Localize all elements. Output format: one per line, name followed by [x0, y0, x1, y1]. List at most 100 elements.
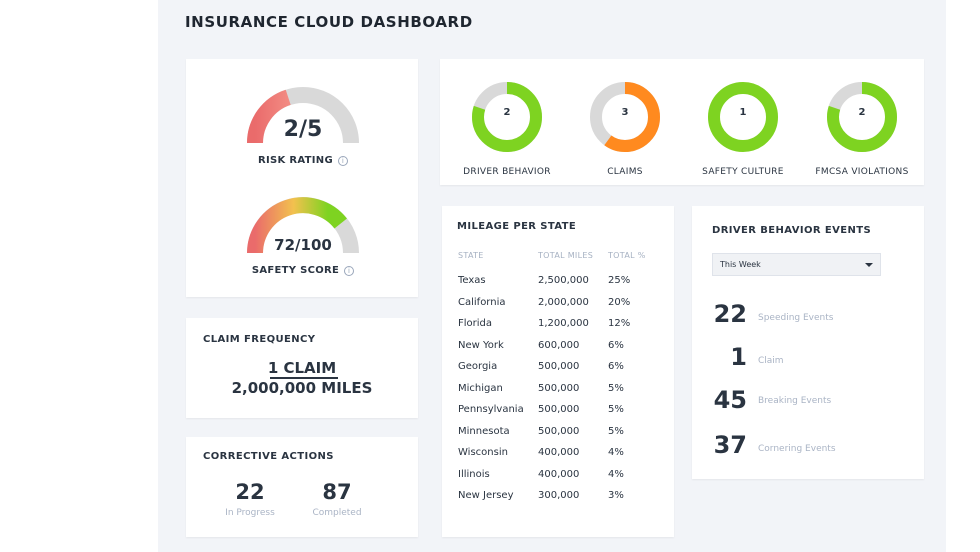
risk-rating-label-row: RISK RATING i	[238, 155, 368, 166]
miles-cell: 500,000	[538, 361, 580, 373]
state-cell: California	[458, 296, 506, 308]
miles-cell: 2,000,000	[538, 296, 589, 308]
state-cell: Illinois	[458, 468, 490, 480]
donut-chart	[472, 82, 542, 152]
period-select-value: This Week	[720, 260, 761, 269]
table-row: Georgia 500,000 6%	[458, 356, 658, 378]
miles-cell: 1,200,000	[538, 318, 589, 330]
donut-chart	[827, 82, 897, 152]
driver-behavior-events-card: DRIVER BEHAVIOR EVENTS This Week 22 Spee…	[692, 206, 924, 479]
in-progress-label: In Progress	[225, 508, 275, 518]
risk-rating-label: RISK RATING	[258, 155, 333, 166]
chevron-down-icon	[865, 263, 873, 267]
mileage-table: STATE TOTAL MILES TOTAL % Texas 2,500,000…	[458, 251, 658, 507]
donut-value: 2	[503, 107, 511, 118]
fraction-divider	[270, 377, 338, 379]
speeding-events-label: Speeding Events	[758, 313, 834, 323]
percent-cell: 5%	[608, 425, 624, 437]
state-cell: Minnesota	[458, 425, 510, 437]
percent-cell: 3%	[608, 490, 624, 502]
percent-cell: 20%	[608, 296, 631, 308]
state-cell: New Jersey	[458, 490, 514, 502]
safety-gauge-arc	[247, 197, 359, 254]
miles-cell: 500,000	[538, 382, 580, 394]
risk-gauge-arc	[246, 87, 359, 144]
driver-behavior-donut[interactable]: 2 DRIVER BEHAVIOR	[452, 81, 562, 177]
table-header-row: STATE TOTAL MILES TOTAL %	[458, 251, 658, 270]
state-cell: Texas	[458, 275, 486, 287]
table-row: Florida 1,200,000 12%	[458, 313, 658, 335]
corrective-actions-title: CORRECTIVE ACTIONS	[203, 451, 334, 462]
safety-score-label-row: SAFETY SCORE i	[238, 265, 368, 276]
table-row: California 2,000,000 20%	[458, 292, 658, 314]
risk-safety-card: 2/5 RISK RATING i 72/100 SAFETY SCORE i	[186, 59, 418, 297]
table-row: Illinois 400,000 4%	[458, 464, 658, 486]
claim-frequency-title: CLAIM FREQUENCY	[203, 334, 316, 345]
state-cell: Wisconsin	[458, 447, 508, 459]
miles-cell: 300,000	[538, 490, 580, 502]
mileage-per-state-card: MILEAGE PER STATE STATE TOTAL MILES TOTA…	[442, 206, 674, 537]
percent-cell: 6%	[608, 339, 624, 351]
category-scores-card: 2 DRIVER BEHAVIOR 3 CLAIMS 1 SAFETY CULT…	[440, 59, 924, 185]
column-header-total-percent[interactable]: TOTAL %	[608, 251, 646, 260]
page-title: INSURANCE CLOUD DASHBOARD	[185, 13, 473, 31]
completed-label: Completed	[312, 508, 362, 518]
risk-rating-gauge: 2/5 RISK RATING i	[238, 81, 368, 181]
miles-cell: 2,500,000	[538, 275, 589, 287]
info-icon[interactable]: i	[337, 156, 348, 166]
table-row: Pennsylvania 500,000 5%	[458, 399, 658, 421]
miles-cell: 400,000	[538, 447, 580, 459]
donut-label: FMCSA VIOLATIONS	[815, 167, 909, 177]
miles-cell: 500,000	[538, 404, 580, 416]
corrective-actions-card: CORRECTIVE ACTIONS 22 In Progress 87 Com…	[186, 437, 418, 537]
table-row: Texas 2,500,000 25%	[458, 270, 658, 292]
percent-cell: 4%	[608, 447, 624, 459]
donut-label: SAFETY CULTURE	[702, 167, 784, 177]
breaking-events-count: 45	[713, 386, 747, 414]
table-row: Michigan 500,000 5%	[458, 378, 658, 400]
miles-count: 2,000,000 MILES	[231, 379, 373, 397]
table-row: Minnesota 500,000 5%	[458, 421, 658, 443]
state-cell: Georgia	[458, 361, 498, 373]
percent-cell: 12%	[608, 318, 631, 330]
donut-value: 1	[739, 107, 747, 118]
percent-cell: 6%	[608, 361, 624, 373]
donut-value: 2	[858, 107, 866, 118]
table-row: Wisconsin 400,000 4%	[458, 442, 658, 464]
claim-events-count: 1	[730, 343, 747, 371]
cornering-events-label: Cornering Events	[758, 444, 836, 454]
table-row: New York 600,000 6%	[458, 335, 658, 357]
column-header-total-miles[interactable]: TOTAL MILES	[538, 251, 594, 260]
claim-count: 1 CLAIM	[267, 359, 337, 377]
state-cell: Pennsylvania	[458, 404, 524, 416]
safety-culture-donut[interactable]: 1 SAFETY CULTURE	[688, 81, 798, 177]
miles-cell: 600,000	[538, 339, 580, 351]
donut-label: CLAIMS	[607, 167, 643, 177]
fmcsa-violations-donut[interactable]: 2 FMCSA VIOLATIONS	[807, 81, 917, 177]
cornering-events-count: 37	[713, 431, 747, 459]
safety-score-label: SAFETY SCORE	[251, 265, 340, 276]
column-header-state[interactable]: STATE	[458, 251, 484, 260]
table-row: New Jersey 300,000 3%	[458, 485, 658, 507]
claims-donut[interactable]: 3 CLAIMS	[570, 81, 680, 177]
state-cell: New York	[458, 339, 504, 351]
donut-chart	[708, 82, 778, 152]
percent-cell: 4%	[608, 468, 624, 480]
miles-cell: 500,000	[538, 425, 580, 437]
claim-events-label: Claim	[758, 356, 784, 366]
info-icon[interactable]: i	[344, 266, 355, 276]
miles-cell: 400,000	[538, 468, 580, 480]
donut-chart	[590, 82, 660, 152]
state-cell: Florida	[458, 318, 493, 330]
safety-score-gauge: 72/100 SAFETY SCORE i	[238, 191, 368, 291]
period-select[interactable]: This Week	[712, 253, 881, 276]
mileage-title: MILEAGE PER STATE	[457, 221, 577, 232]
state-cell: Michigan	[458, 382, 503, 394]
donut-label: DRIVER BEHAVIOR	[463, 167, 551, 177]
in-progress-count[interactable]: 22	[235, 480, 265, 504]
completed-count[interactable]: 87	[322, 480, 352, 504]
safety-score-value: 72/100	[274, 236, 332, 254]
claim-frequency-card: CLAIM FREQUENCY 1 CLAIM 2,000,000 MILES	[186, 318, 418, 418]
percent-cell: 5%	[608, 382, 624, 394]
percent-cell: 5%	[608, 404, 624, 416]
